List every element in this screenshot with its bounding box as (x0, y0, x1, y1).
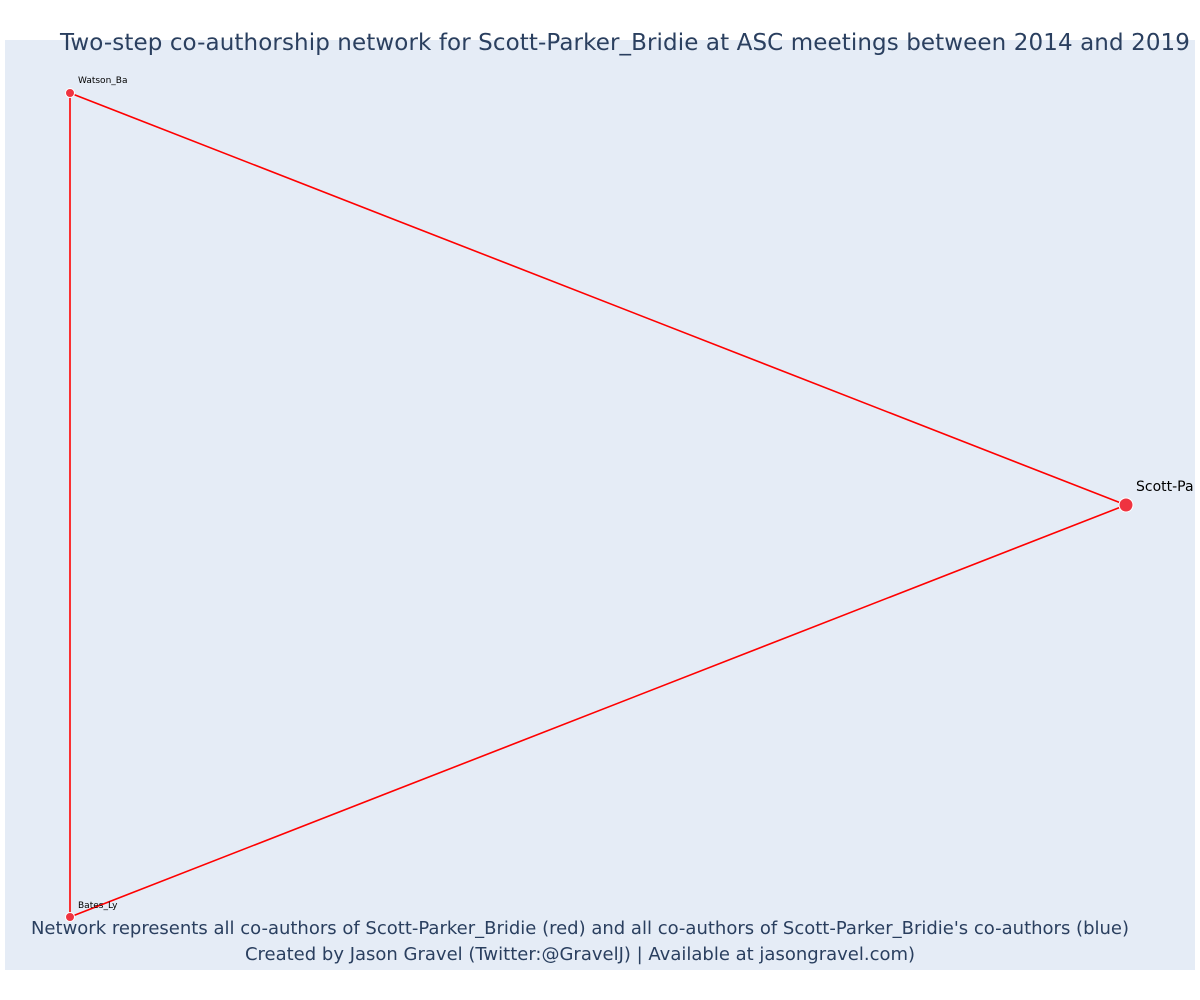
edge-Watson_Ba-Scott-Pa (69, 92, 1127, 506)
node-label-Bates_Ly: Bates_Ly (78, 901, 118, 911)
footer-caption: Network represents all co-authors of Sco… (30, 918, 1130, 939)
nodes-layer (65, 88, 1134, 922)
node-label-Watson_Ba: Watson_Ba (78, 76, 127, 86)
node-Scott-Pa[interactable] (1118, 497, 1134, 513)
edges-layer (69, 92, 1127, 918)
node-Watson_Ba[interactable] (65, 88, 75, 98)
labels-layer: Watson_Ba Scott-Pa Bates_Ly (78, 76, 1194, 911)
node-label-Scott-Pa: Scott-Pa (1136, 479, 1194, 495)
plot-area (5, 40, 1195, 970)
node-Bates_Ly[interactable] (65, 912, 75, 922)
edge-Scott-Pa-Bates_Ly (69, 504, 1127, 918)
chart-title: Two-step co-authorship network for Scott… (60, 30, 1191, 56)
footer-credit: Created by Jason Gravel (Twitter:@Gravel… (244, 944, 916, 965)
